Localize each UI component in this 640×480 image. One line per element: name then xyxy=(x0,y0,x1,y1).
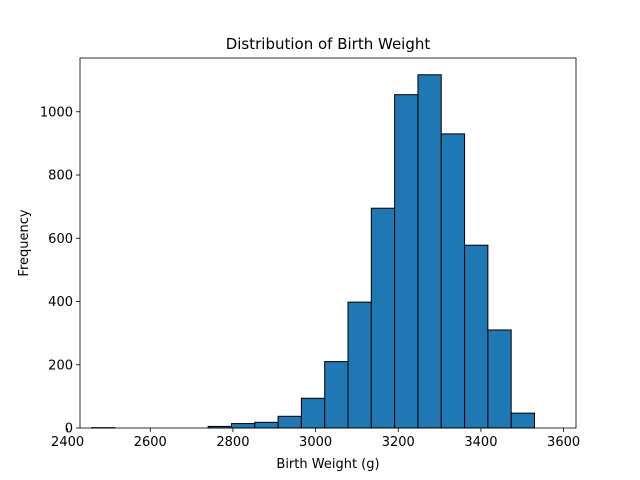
x-tick-label: 2600 xyxy=(134,435,167,450)
histogram-bar xyxy=(487,329,512,429)
y-axis-ticks: 0 200 400 600 800 1000 xyxy=(40,105,80,437)
x-tick-label: 2800 xyxy=(216,435,249,450)
bars-group xyxy=(91,74,536,429)
histogram-bar xyxy=(254,421,279,429)
histogram-bar xyxy=(277,415,302,429)
histogram-bar xyxy=(510,412,536,429)
x-tick-label: 2400 xyxy=(51,435,84,450)
x-tick-label: 3600 xyxy=(547,435,580,450)
y-tick-label: 200 xyxy=(48,358,73,373)
y-axis-title: Frequency xyxy=(17,209,32,276)
y-tick-label: 800 xyxy=(48,169,73,184)
x-tick-label: 3400 xyxy=(464,435,497,450)
x-axis-title: Birth Weight (g) xyxy=(276,457,379,472)
x-axis-ticks: 2400 2600 2800 3000 3200 3400 3600 xyxy=(51,428,580,450)
x-tick-label: 3000 xyxy=(299,435,332,450)
y-tick-label: 0 xyxy=(65,422,73,437)
histogram-bar xyxy=(440,133,466,429)
histogram-bar xyxy=(324,361,349,429)
histogram-bar xyxy=(394,94,419,429)
y-tick-label: 1000 xyxy=(40,105,73,120)
x-tick-label: 3200 xyxy=(382,435,415,450)
chart-title: Distribution of Birth Weight xyxy=(226,35,431,53)
histogram-bar xyxy=(464,244,489,429)
y-tick-label: 400 xyxy=(48,295,73,310)
histogram-bar xyxy=(417,74,442,429)
histogram-bar xyxy=(300,397,326,429)
y-tick-label: 600 xyxy=(48,232,73,247)
plot-frame xyxy=(79,57,577,429)
histogram-bar xyxy=(230,423,256,429)
histogram-bar xyxy=(370,207,396,429)
histogram-bar xyxy=(347,301,372,429)
